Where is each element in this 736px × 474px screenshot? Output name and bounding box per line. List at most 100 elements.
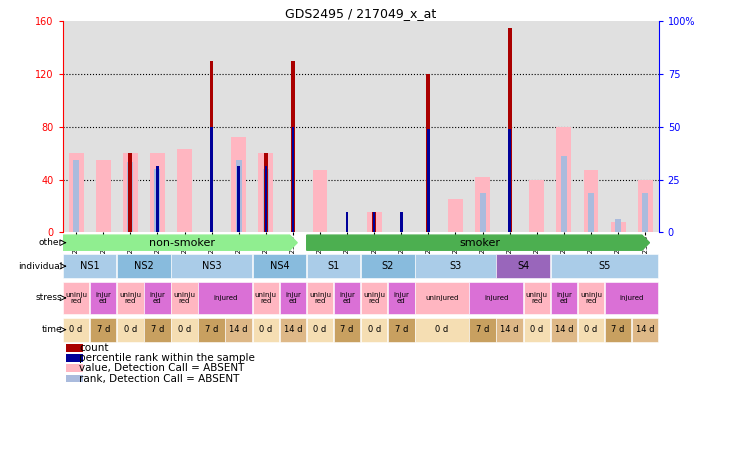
Bar	[415, 254, 496, 278]
Text: S2: S2	[381, 261, 394, 271]
Bar	[225, 318, 252, 342]
Text: 14 d: 14 d	[500, 325, 519, 334]
Bar	[264, 153, 268, 232]
Bar	[509, 129, 511, 232]
Bar	[144, 318, 171, 342]
Text: 0 d: 0 d	[124, 325, 137, 334]
Text: count: count	[79, 343, 109, 353]
Bar	[252, 254, 306, 278]
Bar	[643, 193, 648, 232]
Text: injured: injured	[484, 295, 509, 301]
Bar	[127, 163, 133, 232]
Bar	[611, 222, 626, 232]
Bar	[361, 318, 387, 342]
Bar	[556, 127, 571, 232]
Bar	[529, 180, 544, 232]
Bar	[68, 153, 84, 232]
Bar	[171, 254, 252, 278]
Text: percentile rank within the sample: percentile rank within the sample	[79, 353, 255, 363]
Text: injured: injured	[213, 295, 237, 301]
Bar	[551, 318, 577, 342]
Text: uninju
red: uninju red	[526, 292, 548, 303]
Text: injur
ed: injur ed	[339, 292, 355, 303]
Bar	[198, 282, 252, 314]
Text: value, Detection Call = ABSENT: value, Detection Call = ABSENT	[79, 363, 244, 373]
Title: GDS2495 / 217049_x_at: GDS2495 / 217049_x_at	[285, 7, 436, 20]
Bar	[66, 344, 83, 352]
Bar	[578, 318, 604, 342]
Bar	[427, 129, 430, 232]
Bar	[63, 318, 89, 342]
Bar	[236, 160, 241, 232]
Bar	[210, 127, 213, 232]
Bar	[615, 219, 621, 232]
Text: NS3: NS3	[202, 261, 222, 271]
Bar	[63, 282, 89, 314]
Bar	[66, 375, 83, 383]
Text: 0 d: 0 d	[367, 325, 381, 334]
Text: 14 d: 14 d	[636, 325, 654, 334]
Bar	[155, 169, 160, 232]
Bar	[117, 254, 171, 278]
Bar	[523, 318, 550, 342]
Text: time: time	[42, 325, 63, 334]
Bar	[117, 318, 144, 342]
FancyArrow shape	[63, 235, 297, 250]
Bar	[367, 212, 382, 232]
Bar	[252, 282, 279, 314]
Text: non-smoker: non-smoker	[149, 237, 215, 248]
Text: uninju
red: uninju red	[309, 292, 331, 303]
Bar	[373, 212, 375, 232]
Bar	[448, 199, 463, 232]
Text: 0 d: 0 d	[530, 325, 543, 334]
Text: uninju
red: uninju red	[363, 292, 385, 303]
Text: 7 d: 7 d	[96, 325, 110, 334]
Bar	[551, 282, 577, 314]
Text: 7 d: 7 d	[151, 325, 164, 334]
Bar	[156, 166, 159, 232]
Bar	[346, 212, 348, 232]
Bar	[361, 282, 387, 314]
Bar	[480, 193, 486, 232]
Text: S1: S1	[328, 261, 340, 271]
Bar	[415, 318, 469, 342]
Text: 0 d: 0 d	[435, 325, 448, 334]
Bar	[252, 318, 279, 342]
Bar	[307, 318, 333, 342]
Text: 7 d: 7 d	[341, 325, 354, 334]
Text: injur
ed: injur ed	[393, 292, 409, 303]
Text: uninjured: uninjured	[425, 295, 459, 301]
Bar	[144, 282, 171, 314]
Bar	[210, 61, 213, 232]
Text: S3: S3	[450, 261, 461, 271]
Bar	[388, 282, 414, 314]
Text: 7 d: 7 d	[205, 325, 219, 334]
Text: S4: S4	[517, 261, 529, 271]
Bar	[388, 318, 414, 342]
Bar	[66, 364, 83, 372]
Text: NS4: NS4	[269, 261, 289, 271]
Text: 0 d: 0 d	[178, 325, 191, 334]
Text: injur
ed: injur ed	[285, 292, 301, 303]
Text: 14 d: 14 d	[283, 325, 302, 334]
Bar	[470, 282, 523, 314]
Bar	[605, 318, 631, 342]
Text: NS1: NS1	[79, 261, 99, 271]
Text: uninju
red: uninju red	[119, 292, 141, 303]
Text: uninju
red: uninju red	[174, 292, 196, 303]
Bar	[400, 212, 403, 232]
Bar	[508, 28, 512, 232]
Bar	[605, 282, 659, 314]
Bar	[258, 153, 273, 232]
Bar	[307, 282, 333, 314]
Bar	[584, 170, 598, 232]
Text: 0 d: 0 d	[584, 325, 598, 334]
Bar	[63, 254, 116, 278]
Bar	[496, 254, 550, 278]
Bar	[280, 282, 306, 314]
Bar	[415, 282, 469, 314]
Bar	[263, 169, 269, 232]
Bar	[475, 177, 490, 232]
Bar	[238, 166, 240, 232]
Bar	[426, 74, 431, 232]
